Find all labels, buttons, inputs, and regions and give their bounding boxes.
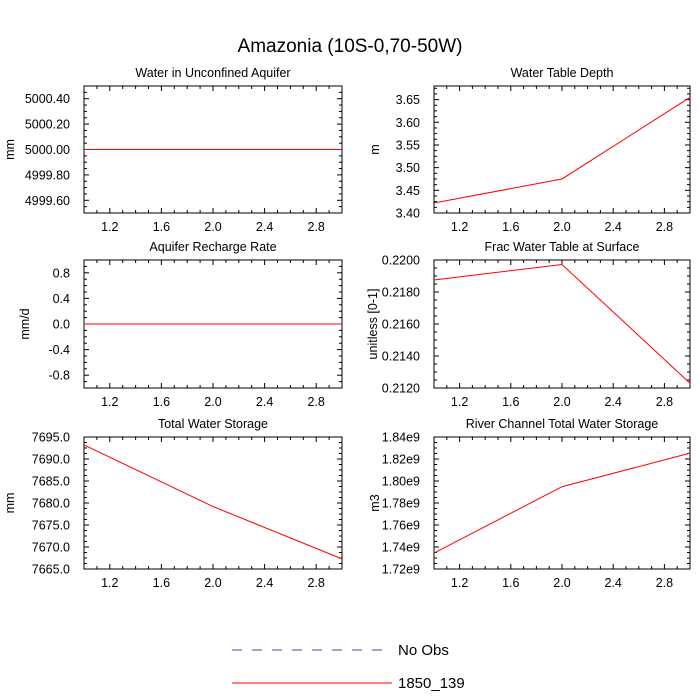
y-tick-label: 1.78e9 — [382, 497, 420, 511]
panel-title: Water Table Depth — [511, 66, 614, 80]
series-line-1850-139 — [433, 96, 691, 204]
y-tick-label: 5000.20 — [25, 118, 70, 132]
x-tick-label: 2.4 — [605, 395, 622, 409]
y-tick-label: 0.2140 — [382, 350, 420, 364]
x-tick-label: 2.8 — [656, 395, 673, 409]
series-line-1850-139 — [433, 452, 691, 554]
y-tick-label: 3.65 — [396, 93, 420, 107]
y-tick-label: 0.2120 — [382, 382, 420, 396]
x-tick-label: 2.0 — [204, 220, 221, 234]
panel-title: Total Water Storage — [158, 417, 268, 431]
x-tick-label: 2.0 — [553, 576, 570, 590]
plot-frame — [83, 436, 343, 570]
x-tick-label: 2.4 — [256, 576, 273, 590]
y-tick-label: 1.84e9 — [382, 431, 420, 445]
x-tick-label: 2.4 — [256, 395, 273, 409]
y-tick-label: 7665.0 — [32, 563, 70, 577]
y-axis-label: mm — [3, 139, 17, 160]
figure-title: Amazonia (10S-0,70-50W) — [238, 36, 463, 57]
y-tick-label: 3.40 — [396, 207, 420, 221]
y-tick-label: 0.0 — [53, 318, 70, 332]
x-tick-label: 1.2 — [451, 576, 468, 590]
x-tick-label: 2.8 — [308, 576, 325, 590]
panel-title: Aquifer Recharge Rate — [149, 240, 276, 254]
x-tick-label: 2.4 — [605, 576, 622, 590]
x-tick-label: 1.2 — [101, 576, 118, 590]
panel-title: Water in Unconfined Aquifer — [135, 66, 290, 80]
y-tick-label: 5000.00 — [25, 143, 70, 157]
y-tick-label: 4999.60 — [25, 194, 70, 208]
y-axis-label: m3 — [368, 494, 382, 511]
x-tick-label: 1.2 — [101, 395, 118, 409]
x-tick-label: 1.6 — [153, 576, 170, 590]
y-tick-label: 7675.0 — [32, 519, 70, 533]
panel-5: Total Water Storage 1.2 1.6 2.0 2.4 2.8 7665.0… — [3, 417, 343, 590]
x-tick-label: 2.4 — [256, 220, 273, 234]
x-tick-label: 2.0 — [553, 220, 570, 234]
series-line-1850-139 — [83, 444, 343, 560]
series-line-1850-139 — [433, 263, 691, 384]
panel-6: River Channel Total Water Storage 1.2 1.6 2… — [368, 417, 691, 590]
y-tick-label: -0.4 — [48, 343, 70, 357]
y-tick-label: 7670.0 — [32, 541, 70, 555]
y-tick-label: 1.72e9 — [382, 563, 420, 577]
y-tick-label: 3.60 — [396, 116, 420, 130]
x-tick-label: 2.8 — [656, 576, 673, 590]
x-tick-label: 1.2 — [451, 220, 468, 234]
y-axis-label: mm — [3, 493, 17, 514]
x-tick-label: 1.6 — [502, 220, 519, 234]
panel-1: Water in Unconfined Aquifer 1.2 1.6 2.0 2.4 2… — [3, 66, 343, 234]
y-tick-label: 7685.0 — [32, 475, 70, 489]
y-tick-label: 3.50 — [396, 161, 420, 175]
legend: No Obs 1850_139 — [232, 642, 465, 692]
y-tick-label: 3.55 — [396, 138, 420, 152]
legend-label-2: 1850_139 — [398, 675, 465, 692]
plot-frame — [433, 85, 691, 214]
y-tick-label: -0.8 — [48, 369, 70, 383]
x-tick-label: 1.6 — [502, 576, 519, 590]
y-tick-label: 5000.40 — [25, 92, 70, 106]
y-tick-label: 0.2160 — [382, 318, 420, 332]
x-tick-label: 2.8 — [308, 220, 325, 234]
y-tick-label: 7690.0 — [32, 453, 70, 467]
panel-title: River Channel Total Water Storage — [466, 417, 659, 431]
y-tick-label: 3.45 — [396, 184, 420, 198]
x-tick-label: 1.6 — [153, 220, 170, 234]
y-axis-label: unitless [0-1] — [366, 289, 380, 360]
x-tick-label: 2.4 — [605, 220, 622, 234]
x-tick-label: 2.0 — [553, 395, 570, 409]
x-tick-label: 2.0 — [204, 576, 221, 590]
x-tick-label: 2.8 — [656, 220, 673, 234]
y-tick-label: 4999.80 — [25, 168, 70, 182]
x-tick-label: 2.0 — [204, 395, 221, 409]
legend-label-1: No Obs — [398, 642, 449, 659]
x-tick-label: 1.2 — [451, 395, 468, 409]
y-axis-label: mm/d — [18, 308, 32, 339]
y-tick-label: 0.4 — [53, 292, 70, 306]
y-tick-label: 1.76e9 — [382, 519, 420, 533]
x-tick-label: 1.6 — [502, 395, 519, 409]
plot-frame — [433, 436, 691, 570]
x-tick-label: 1.6 — [153, 395, 170, 409]
x-tick-label: 2.8 — [308, 395, 325, 409]
panels: Water in Unconfined Aquifer 1.2 1.6 2.0 2.4 2… — [3, 66, 691, 590]
panel-4: Frac Water Table at Surface 1.2 1.6 2.0 2.4 2… — [366, 240, 691, 409]
y-axis-label: m — [368, 144, 382, 154]
y-tick-label: 7695.0 — [32, 431, 70, 445]
y-tick-label: 0.2180 — [382, 286, 420, 300]
y-tick-label: 1.80e9 — [382, 475, 420, 489]
plot-frame — [433, 259, 691, 389]
y-tick-label: 1.82e9 — [382, 453, 420, 467]
y-tick-label: 0.8 — [53, 266, 70, 280]
x-tick-label: 1.2 — [101, 220, 118, 234]
panel-3: Aquifer Recharge Rate 1.2 1.6 2.0 2.4 2.8 -0.8… — [18, 240, 343, 409]
panel-2: Water Table Depth 1.2 1.6 2.0 2.4 2.8 3.40 3.45… — [368, 66, 691, 234]
y-tick-label: 1.74e9 — [382, 541, 420, 555]
panel-title: Frac Water Table at Surface — [485, 240, 640, 254]
y-tick-label: 0.2200 — [382, 254, 420, 268]
y-tick-label: 7680.0 — [32, 497, 70, 511]
